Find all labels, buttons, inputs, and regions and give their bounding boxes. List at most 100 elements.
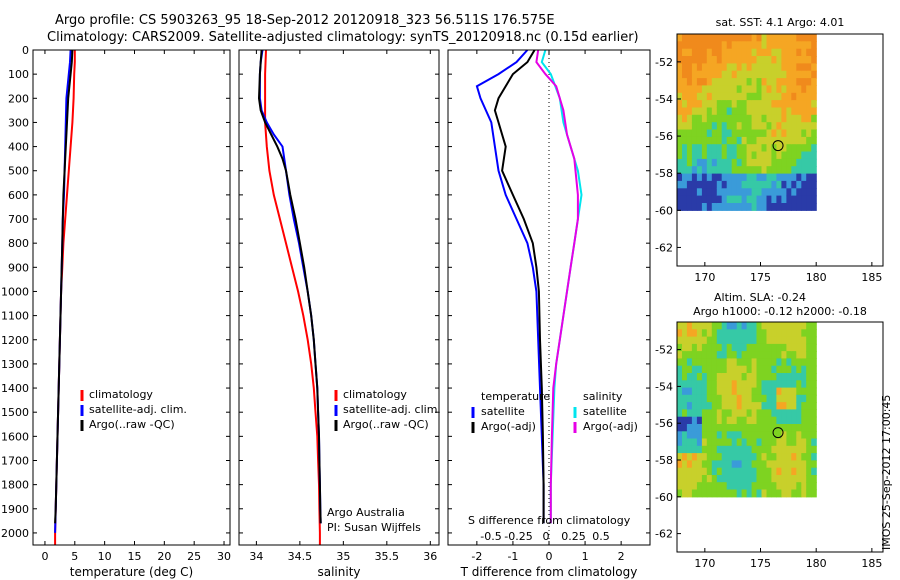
map-cell bbox=[716, 373, 723, 381]
map-cell bbox=[776, 358, 782, 367]
map-cell bbox=[791, 48, 797, 57]
map-cell bbox=[746, 63, 753, 72]
map-cell bbox=[776, 351, 782, 359]
map-cell bbox=[696, 467, 703, 476]
series-line-satellite bbox=[475, 49, 545, 524]
map-cell bbox=[771, 122, 777, 131]
map-cell bbox=[746, 85, 753, 94]
map-cell bbox=[731, 136, 738, 145]
map-cell bbox=[761, 188, 768, 197]
map-cell bbox=[726, 114, 733, 123]
map-cell bbox=[746, 482, 753, 491]
map-cell bbox=[731, 365, 738, 374]
map-cell bbox=[746, 453, 753, 461]
map-cell bbox=[756, 431, 763, 440]
map-cell bbox=[811, 351, 817, 359]
map-cell bbox=[801, 41, 807, 50]
map-cell bbox=[766, 343, 773, 352]
map-cell bbox=[682, 195, 688, 204]
map-cell bbox=[726, 92, 733, 101]
map-cell bbox=[741, 322, 748, 330]
map-cell bbox=[721, 475, 728, 483]
map-cell bbox=[682, 475, 688, 483]
map-cell bbox=[806, 41, 812, 50]
map-cell bbox=[691, 144, 698, 153]
map-cell bbox=[686, 180, 693, 189]
map-cell bbox=[741, 402, 748, 410]
map-cell bbox=[677, 438, 683, 447]
map-cell bbox=[811, 358, 817, 367]
map-cell bbox=[696, 100, 703, 108]
map-cell bbox=[682, 122, 688, 131]
map-cell bbox=[721, 351, 728, 359]
map-cell bbox=[686, 92, 693, 101]
map-cell bbox=[806, 129, 812, 138]
map-cell bbox=[741, 188, 748, 197]
map-cell bbox=[766, 34, 773, 42]
x-tick-label: 25 bbox=[187, 550, 201, 563]
map-cell bbox=[701, 482, 708, 491]
map-cell bbox=[716, 100, 723, 108]
map-cell bbox=[801, 460, 807, 469]
map-cell bbox=[746, 136, 753, 145]
map-cell bbox=[701, 453, 708, 461]
map-cell bbox=[682, 144, 688, 153]
map-cell bbox=[751, 63, 758, 72]
legend-label: satellite-adj. clim. bbox=[343, 403, 441, 416]
map-cell bbox=[771, 365, 777, 374]
map-cell bbox=[726, 402, 733, 410]
map-cell bbox=[736, 136, 743, 145]
map-cell bbox=[776, 431, 782, 440]
map-cell bbox=[786, 63, 792, 72]
map-cell bbox=[751, 358, 758, 367]
map-cell bbox=[806, 180, 812, 189]
map-cell bbox=[781, 78, 787, 86]
map-cell bbox=[706, 322, 713, 330]
map-cell bbox=[711, 70, 718, 79]
map-cell bbox=[701, 373, 708, 381]
map-cell bbox=[786, 416, 792, 425]
map-cell bbox=[726, 173, 733, 182]
map-cell bbox=[682, 380, 688, 389]
map-cell bbox=[691, 63, 698, 72]
map-cell bbox=[781, 387, 787, 396]
map-cell bbox=[796, 195, 802, 204]
map-cell bbox=[711, 63, 718, 72]
map-cell bbox=[701, 166, 708, 175]
map-cell bbox=[726, 195, 733, 204]
map-cell bbox=[686, 100, 693, 108]
map-cell bbox=[806, 409, 812, 418]
map-cell bbox=[741, 100, 748, 108]
map-cell bbox=[701, 409, 708, 418]
map-cell bbox=[706, 416, 713, 425]
map-cell bbox=[806, 475, 812, 483]
x-tick-label: 5 bbox=[71, 550, 78, 563]
map-cell bbox=[751, 416, 758, 425]
map-cell bbox=[766, 48, 773, 57]
map-cell bbox=[811, 173, 817, 182]
map-cell bbox=[716, 173, 723, 182]
map-cell bbox=[736, 343, 743, 352]
map-cell bbox=[751, 122, 758, 131]
map-cell bbox=[806, 70, 812, 79]
map-cell bbox=[677, 41, 683, 50]
map-cell bbox=[731, 173, 738, 182]
map-cell bbox=[696, 343, 703, 352]
map-cell bbox=[696, 136, 703, 145]
y-tick-label: 200 bbox=[8, 92, 29, 105]
map-cell bbox=[811, 188, 817, 197]
map-cell bbox=[682, 387, 688, 396]
map-cell bbox=[741, 114, 748, 123]
map-cell bbox=[781, 453, 787, 461]
map-cell bbox=[756, 100, 763, 108]
difference-panel: -2 -1 0 1 2 T difference from climatology temp… bbox=[447, 49, 651, 579]
map-cell bbox=[716, 358, 723, 367]
map-cell bbox=[736, 114, 743, 123]
map-cell bbox=[751, 85, 758, 94]
map-cell bbox=[696, 41, 703, 50]
x-tick-label: 35.5 bbox=[375, 550, 400, 563]
secondary-tick-label: 0 bbox=[543, 530, 550, 543]
map-cell bbox=[781, 188, 787, 197]
map-cell bbox=[766, 92, 773, 101]
map-cell bbox=[686, 343, 693, 352]
